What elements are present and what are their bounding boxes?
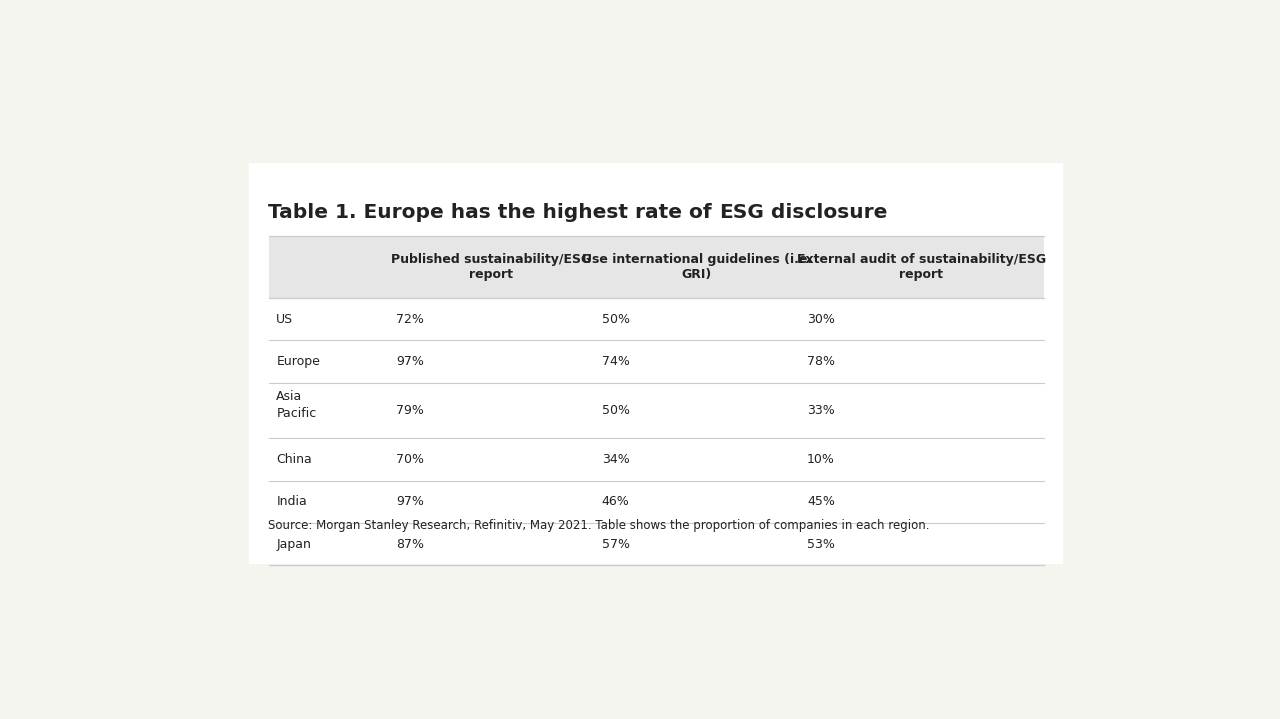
Text: India: India — [276, 495, 307, 508]
Text: 97%: 97% — [397, 355, 424, 368]
Text: External audit of sustainability/ESG
report: External audit of sustainability/ESG rep… — [797, 253, 1046, 281]
Text: 33%: 33% — [808, 404, 835, 417]
Text: Japan: Japan — [276, 538, 311, 551]
Text: Europe: Europe — [276, 355, 320, 368]
Text: 46%: 46% — [602, 495, 630, 508]
Text: 45%: 45% — [808, 495, 835, 508]
Text: 53%: 53% — [808, 538, 835, 551]
Text: 50%: 50% — [602, 404, 630, 417]
Text: Published sustainability/ESG
report: Published sustainability/ESG report — [392, 253, 591, 281]
Text: Table 1. Europe has the highest rate of: Table 1. Europe has the highest rate of — [269, 203, 719, 222]
Text: disclosure: disclosure — [764, 203, 887, 222]
Text: Asia
Pacific: Asia Pacific — [276, 390, 316, 421]
Text: US: US — [276, 313, 293, 326]
Text: 97%: 97% — [397, 495, 424, 508]
Text: 78%: 78% — [808, 355, 835, 368]
Text: ESG: ESG — [719, 203, 764, 222]
Text: 87%: 87% — [397, 538, 425, 551]
Text: 10%: 10% — [808, 453, 835, 466]
Text: 34%: 34% — [602, 453, 630, 466]
Text: China: China — [276, 453, 312, 466]
Text: 79%: 79% — [397, 404, 424, 417]
Text: 72%: 72% — [397, 313, 424, 326]
Text: 74%: 74% — [602, 355, 630, 368]
Text: 70%: 70% — [397, 453, 425, 466]
Text: Source: Morgan Stanley Research, Refinitiv, May 2021. Table shows the proportion: Source: Morgan Stanley Research, Refinit… — [269, 519, 931, 532]
Text: 57%: 57% — [602, 538, 630, 551]
Text: 50%: 50% — [602, 313, 630, 326]
Text: 30%: 30% — [808, 313, 835, 326]
Text: Use international guidelines (i.e.
GRI): Use international guidelines (i.e. GRI) — [581, 253, 812, 281]
